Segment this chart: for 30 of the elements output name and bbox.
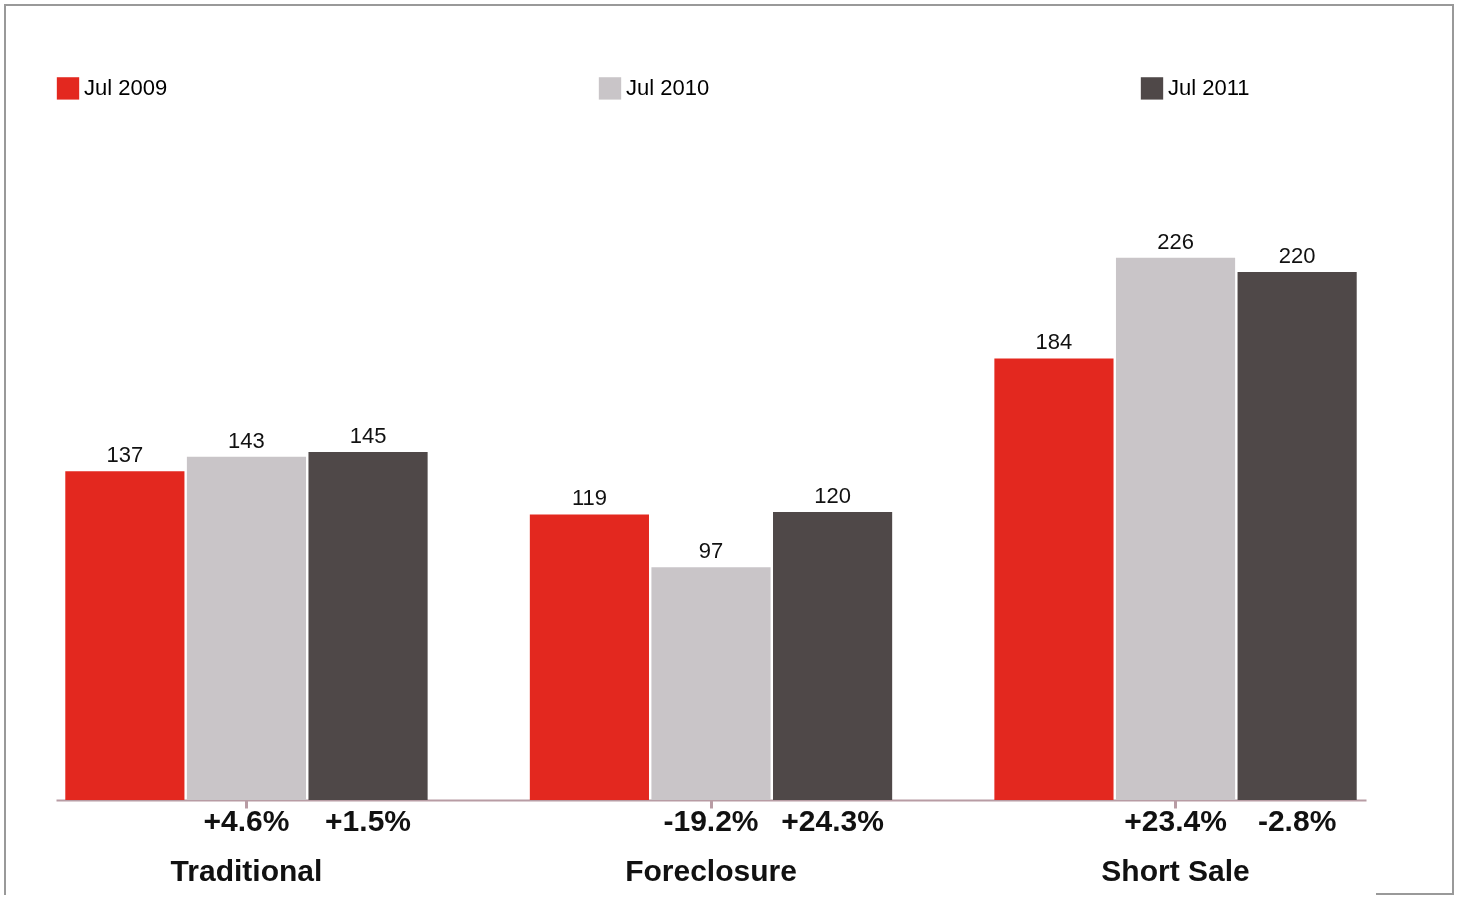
bar [1115, 257, 1236, 800]
text: -19.2% [663, 804, 759, 837]
text: +23.4% [1124, 804, 1227, 837]
data-label: 143 [228, 427, 265, 453]
data-label: 120 [814, 483, 851, 509]
bar [308, 452, 428, 800]
data-label: 145 [349, 423, 387, 449]
data-label: 226 [1157, 228, 1194, 254]
bar [651, 567, 771, 800]
legend-label: Jul 2011 [1168, 75, 1250, 101]
bar [994, 358, 1114, 800]
data-label: 97 [698, 538, 724, 564]
text: +4.6% [203, 804, 290, 837]
data-label: 184 [1035, 329, 1073, 355]
bar [529, 514, 649, 800]
text: +24.3% [781, 804, 884, 837]
bar [1237, 272, 1357, 800]
data-label: 137 [106, 442, 144, 468]
text: +1.5% [325, 804, 411, 837]
x-tick-label: Traditional [170, 853, 323, 887]
bar [65, 471, 185, 800]
bar [186, 456, 307, 800]
data-label: 119 [571, 485, 607, 511]
legend-label: Jul 2009 [84, 75, 168, 101]
bar [773, 512, 893, 800]
legend-label: Jul 2010 [626, 75, 710, 101]
text: -2.8% [1257, 804, 1337, 837]
x-tick-label: Foreclosure [625, 853, 797, 887]
x-tick-label: Short Sale [1101, 853, 1250, 887]
data-label: 220 [1278, 243, 1316, 269]
